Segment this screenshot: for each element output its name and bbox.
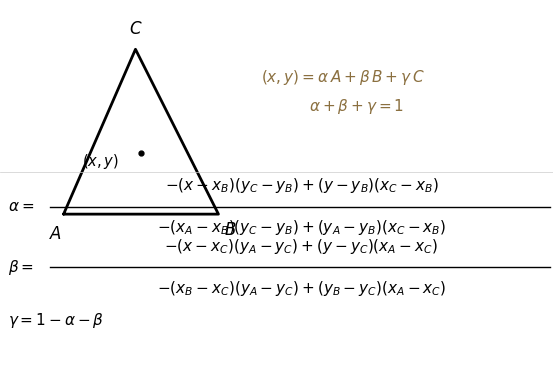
- Text: $A$: $A$: [49, 226, 62, 243]
- Text: $-(x - x_B)(y_C - y_B) + (y - y_B)(x_C - x_B)$: $-(x - x_B)(y_C - y_B) + (y - y_B)(x_C -…: [165, 176, 438, 195]
- Text: $\gamma = 1 - \alpha - \beta$: $\gamma = 1 - \alpha - \beta$: [8, 311, 105, 330]
- Text: $-(x_A - x_B)(y_C - y_B) + (y_A - y_B)(x_C - x_B)$: $-(x_A - x_B)(y_C - y_B) + (y_A - y_B)(x…: [157, 218, 446, 237]
- Text: $\alpha =$: $\alpha =$: [8, 200, 34, 213]
- Text: $C$: $C$: [129, 21, 142, 38]
- Text: $B$: $B$: [224, 222, 236, 239]
- Text: $-(x_B - x_C)(y_A - y_C) + (y_B - y_C)(x_A - x_C)$: $-(x_B - x_C)(y_A - y_C) + (y_B - y_C)(x…: [156, 279, 446, 298]
- Text: $\alpha + \beta + \gamma = 1$: $\alpha + \beta + \gamma = 1$: [309, 97, 404, 116]
- Text: $(x, y)$: $(x, y)$: [82, 152, 119, 171]
- Text: $(x, y) = \alpha\, A + \beta\, B + \gamma\, C$: $(x, y) = \alpha\, A + \beta\, B + \gamm…: [261, 68, 425, 87]
- Text: $\beta =$: $\beta =$: [8, 258, 34, 277]
- Text: $-(x - x_C)(y_A - y_C) + (y - y_C)(x_A - x_C)$: $-(x - x_C)(y_A - y_C) + (y - y_C)(x_A -…: [164, 237, 439, 256]
